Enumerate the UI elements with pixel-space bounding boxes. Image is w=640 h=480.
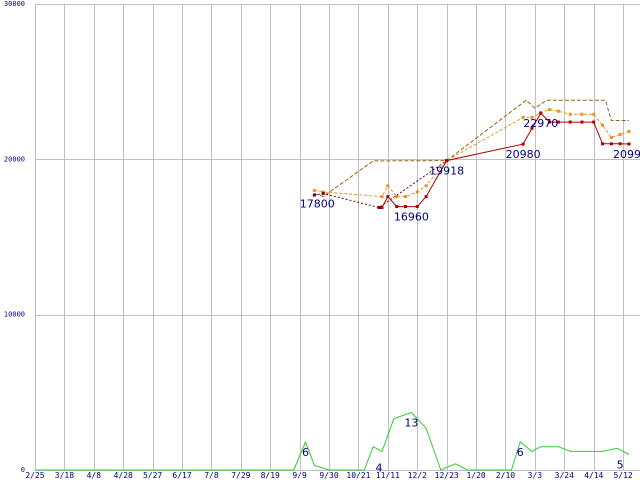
data-point [556,120,560,124]
volume-label: 6 [517,446,524,459]
data-point [627,129,631,133]
x-tick-label: 4/28 [114,471,133,480]
data-label: 20990 [613,148,640,161]
series-line-volume [35,411,630,471]
data-point [556,109,560,113]
data-point [395,195,399,199]
x-tick-label: 10/21 [346,471,370,480]
y-tick-label: 0 [21,466,25,474]
data-point [601,142,605,146]
data-point [601,123,605,127]
x-tick-label: 9/9 [292,471,307,480]
data-point [609,142,613,146]
x-tick-label: 3/18 [55,471,74,480]
data-point [539,111,543,115]
data-point [404,205,408,209]
x-tick-label: 5/27 [143,471,162,480]
data-point [377,205,381,209]
data-point [609,136,613,140]
data-point [627,142,631,146]
y-tick-label: 20000 [4,155,25,163]
data-point [568,120,572,124]
volume-label: 4 [376,462,383,475]
x-tick-label: 11/11 [376,471,400,480]
grid [35,4,640,471]
series-line-dot-dots [314,160,447,209]
x-tick-label: 5/12 [613,471,632,480]
data-point [395,205,399,209]
x-tick-labels: 2/25 3/18 4/8 4/28 5/27 6/17 7/8 7/29 8/19 9/9 9/3… [25,471,633,480]
volume-label: 5 [617,458,624,471]
data-point [415,190,419,194]
data-point [312,188,316,192]
x-tick-label: 2/10 [496,471,515,480]
x-tick-label: 1/20 [466,471,485,480]
data-label: 19918 [429,165,464,178]
x-tick-label: 12/2 [408,471,427,480]
x-tick-label: 9/30 [319,471,338,480]
data-point [445,159,449,163]
x-tick-label: 6/17 [172,471,191,480]
data-point [415,205,419,209]
data-point [521,115,525,119]
data-label: 16960 [394,211,429,224]
data-point [380,195,384,199]
data-point [568,112,572,116]
data-point [404,195,408,199]
data-point [321,192,325,196]
data-point [548,108,552,112]
data-point [380,205,384,209]
volume-label: 6 [302,446,309,459]
series-lines [35,99,631,471]
data-point [580,120,584,124]
data-labels: 17800 16960 19918 20980 22970 20990 6 4 13 6 5 [300,117,640,474]
data-point [592,120,596,124]
x-tick-label: 3/3 [528,471,543,480]
data-point [424,195,428,199]
data-label: 20980 [506,148,541,161]
series-line-dash [314,99,629,198]
y-tick-labels: 0 10000 20000 30000 [4,0,25,474]
data-point [548,120,552,124]
data-point [312,193,316,197]
data-point [530,126,534,130]
x-tick-label: 8/19 [261,471,280,480]
x-tick-label: 7/29 [231,471,250,480]
data-label: 17800 [300,198,335,211]
data-label: 22970 [523,117,558,130]
y-tick-label: 10000 [4,311,25,319]
data-point [386,195,390,199]
x-tick-label: 2/25 [25,471,44,480]
data-point [592,112,596,116]
x-tick-label: 7/8 [204,471,219,480]
y-tick-label: 30000 [4,0,25,8]
data-point [618,142,622,146]
data-point [424,184,428,188]
x-tick-label: 4/14 [584,471,603,480]
x-tick-label: 3/24 [555,471,574,480]
x-tick-label: 4/8 [87,471,102,480]
data-point [618,132,622,136]
x-tick-label: 12/23 [435,471,459,480]
volume-label: 13 [404,417,418,430]
data-point [580,112,584,116]
data-point [530,115,534,119]
data-point [321,190,325,194]
data-point [521,142,525,146]
data-point [386,184,390,188]
